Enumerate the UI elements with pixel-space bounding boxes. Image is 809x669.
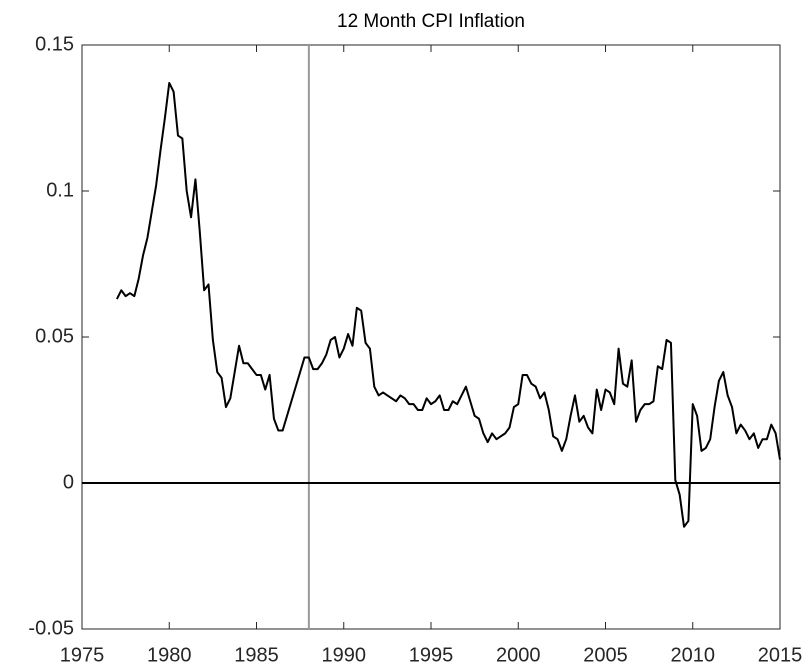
- x-tick-label: 1985: [234, 644, 279, 666]
- x-tick-label: 2010: [671, 644, 716, 666]
- line-series: [116, 81, 781, 528]
- plot-area: [81, 44, 781, 630]
- x-tick-label: 2000: [496, 644, 541, 666]
- y-tick-label: 0.05: [35, 325, 74, 347]
- x-tick-label: 1995: [409, 644, 454, 666]
- x-tick-label: 2005: [583, 644, 628, 666]
- x-tick-label: 2015: [758, 644, 803, 666]
- y-tick-label: -0.05: [28, 617, 74, 639]
- x-tick-label: 1980: [147, 644, 192, 666]
- x-tick-label: 1975: [60, 644, 105, 666]
- chart-title: 12 Month CPI Inflation: [337, 11, 525, 32]
- y-tick-label: 0.15: [35, 33, 74, 55]
- x-tick-label: 1990: [322, 644, 367, 666]
- y-tick-label: 0.1: [46, 179, 74, 201]
- y-tick-label: 0: [63, 471, 74, 493]
